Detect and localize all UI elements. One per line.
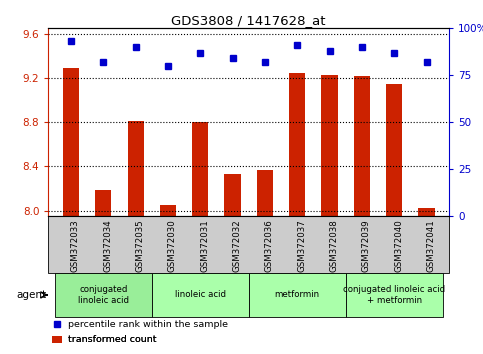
Title: GDS3808 / 1417628_at: GDS3808 / 1417628_at: [171, 14, 326, 27]
Text: GSM372034: GSM372034: [103, 219, 112, 272]
Bar: [289, 73, 305, 216]
Bar: [52, 336, 62, 343]
Text: GSM372035: GSM372035: [136, 219, 144, 272]
Text: GSM372040: GSM372040: [394, 219, 403, 272]
Text: linoleic acid: linoleic acid: [175, 290, 226, 299]
Bar: [257, 170, 273, 216]
Bar: [346, 273, 443, 317]
Bar: [386, 84, 402, 216]
Bar: [128, 121, 143, 216]
Bar: [63, 68, 79, 216]
Text: GSM372039: GSM372039: [362, 219, 371, 272]
Bar: [52, 336, 62, 343]
Bar: [152, 273, 249, 317]
Text: GSM372030: GSM372030: [168, 219, 177, 272]
Text: GSM372038: GSM372038: [329, 219, 339, 272]
Text: GSM372031: GSM372031: [200, 219, 209, 272]
Bar: [418, 209, 435, 216]
Text: metformin: metformin: [275, 290, 320, 299]
Bar: [249, 273, 346, 317]
Text: GSM372036: GSM372036: [265, 219, 274, 272]
Text: GSM372037: GSM372037: [297, 219, 306, 272]
Text: transformed count: transformed count: [69, 335, 157, 344]
Bar: [354, 76, 370, 216]
Bar: [160, 205, 176, 216]
Text: conjugated
linoleic acid: conjugated linoleic acid: [78, 285, 129, 305]
Bar: [225, 174, 241, 216]
Bar: [55, 273, 152, 317]
Text: conjugated linoleic acid
+ metformin: conjugated linoleic acid + metformin: [343, 285, 445, 305]
Bar: [192, 122, 208, 216]
Text: GSM372041: GSM372041: [426, 219, 436, 272]
Bar: [95, 190, 112, 216]
Text: percentile rank within the sample: percentile rank within the sample: [69, 320, 228, 329]
Bar: [322, 75, 338, 216]
Text: GSM372032: GSM372032: [233, 219, 242, 272]
Text: GSM372033: GSM372033: [71, 219, 80, 272]
Text: agent: agent: [16, 290, 47, 300]
Text: transformed count: transformed count: [69, 335, 157, 344]
